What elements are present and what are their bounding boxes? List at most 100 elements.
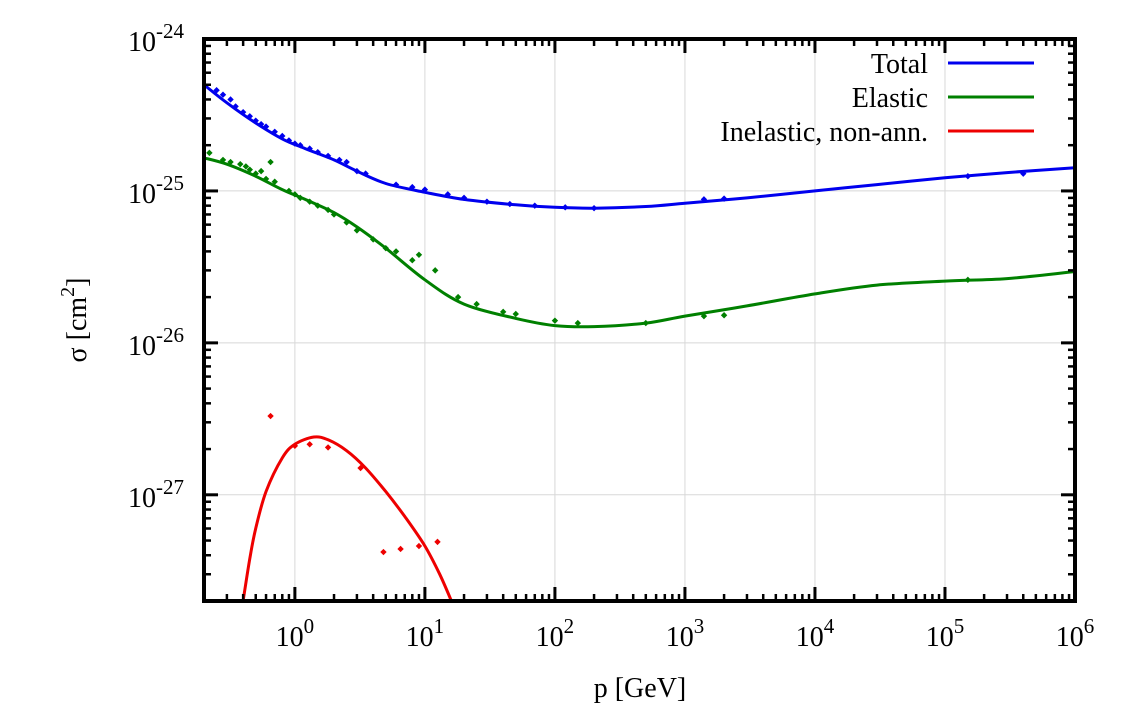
data-point-inelastic-non-ann [434, 538, 441, 546]
data-point-total [252, 117, 259, 124]
data-point-elastic [291, 191, 299, 198]
data-point-total [362, 170, 369, 177]
data-point-total [297, 141, 304, 149]
data-point-total [590, 204, 598, 212]
data-point-inelastic-non-ann [380, 548, 387, 556]
data-point-total [531, 202, 538, 209]
data-point-elastic [409, 257, 416, 264]
x-tick-label-base: 10 [796, 622, 824, 653]
tick-labels: 100 101 102 103 104 105 10610-2410-2510-2610-2… [128, 19, 1094, 653]
y-axis-label-close: ] [62, 278, 93, 287]
y-tick-label-exp: -27 [156, 475, 184, 499]
y-tick-label: 10-25 [128, 171, 184, 210]
y-tick-label-exp: -25 [156, 171, 184, 195]
series-elastic [204, 149, 1075, 329]
data-point-elastic [431, 267, 439, 274]
data-point-total [279, 132, 286, 140]
data-point-total [239, 108, 247, 116]
series-inelastic-non-ann [241, 412, 453, 601]
data-point-elastic [324, 206, 332, 214]
data-point-elastic [551, 317, 559, 324]
data-point-total [246, 113, 253, 120]
data-point-total [506, 200, 514, 208]
data-point-total [421, 186, 429, 193]
data-point-elastic [219, 156, 227, 164]
data-point-elastic [237, 160, 244, 168]
data-point-elastic [343, 219, 350, 226]
data-point-total [700, 196, 708, 203]
data-point-elastic [314, 202, 321, 209]
y-axis-label-sup: 2 [57, 287, 79, 297]
data-point-elastic [306, 198, 313, 205]
y-tick-label-base: 10 [128, 483, 156, 514]
x-tick-label-exp: 6 [1084, 614, 1095, 638]
y-tick-label: 10-27 [128, 475, 184, 514]
x-tick-label: 101 [406, 614, 445, 653]
data-point-total [562, 204, 569, 211]
x-tick-label-base: 10 [1056, 622, 1084, 653]
data-point-elastic [353, 227, 361, 234]
data-point-inelastic-non-ann [415, 542, 423, 550]
y-tick-label-base: 10 [128, 179, 156, 210]
data-point-total [336, 156, 343, 164]
x-tick-label: 103 [666, 614, 705, 653]
data-point-total [271, 128, 278, 136]
data-point-elastic [454, 293, 462, 301]
x-tick-label-base: 10 [926, 622, 954, 653]
series-layer [204, 83, 1075, 601]
series-line-inelastic-non-ann [241, 435, 453, 601]
data-point-elastic [262, 175, 270, 183]
data-point-elastic [285, 187, 293, 195]
y-axis-label-base: σ [cm [62, 297, 93, 363]
x-tick-label-exp: 1 [434, 614, 445, 638]
data-point-elastic [257, 167, 265, 175]
data-point-total [324, 152, 332, 160]
data-point-inelastic-non-ann [397, 545, 404, 553]
data-point-elastic [499, 308, 507, 316]
x-tick-label: 100 [276, 614, 315, 653]
data-point-elastic [512, 310, 519, 318]
data-point-total [483, 198, 491, 205]
data-point-total [291, 140, 299, 147]
data-point-elastic [330, 211, 338, 218]
data-point-elastic [392, 248, 400, 255]
data-point-total [964, 173, 972, 180]
data-point-total [262, 123, 270, 130]
data-point-elastic [415, 251, 423, 258]
data-point-total [353, 167, 361, 175]
series-line-total [204, 83, 1075, 210]
x-tick-label: 105 [926, 614, 965, 653]
data-point-inelastic-non-ann [291, 442, 299, 450]
data-point-elastic [642, 319, 650, 327]
legend-label-inelastic-non-ann: Inelastic, non-ann. [720, 117, 928, 148]
data-point-total [213, 87, 220, 94]
grid-layer [204, 39, 1075, 601]
y-tick-label-exp: -26 [156, 323, 184, 347]
data-point-total [314, 148, 321, 156]
data-point-inelastic-non-ann [357, 464, 364, 472]
data-point-elastic [574, 319, 582, 327]
data-point-elastic [369, 236, 377, 243]
data-point-elastic [473, 300, 480, 308]
data-point-inelastic-non-ann [306, 441, 313, 448]
y-axis-label: σ [cm2] [57, 278, 93, 363]
data-point-total [460, 194, 468, 202]
data-point-total [392, 181, 400, 188]
ticks-layer [202, 37, 1077, 603]
y-tick-label: 10-26 [128, 323, 184, 362]
data-point-total [219, 91, 227, 98]
x-tick-label-exp: 3 [694, 614, 705, 638]
data-point-elastic [252, 170, 259, 177]
data-point-elastic [242, 163, 250, 170]
data-point-inelastic-non-ann [324, 444, 332, 451]
data-point-elastic [246, 166, 253, 173]
legend-label-total: Total [871, 49, 928, 80]
data-point-elastic [700, 312, 708, 320]
x-tick-label-base: 10 [406, 622, 434, 653]
data-point-elastic [206, 149, 213, 157]
data-point-total [306, 145, 313, 152]
x-tick-label: 104 [796, 614, 835, 653]
data-point-total [720, 195, 728, 202]
data-point-elastic [267, 158, 274, 166]
